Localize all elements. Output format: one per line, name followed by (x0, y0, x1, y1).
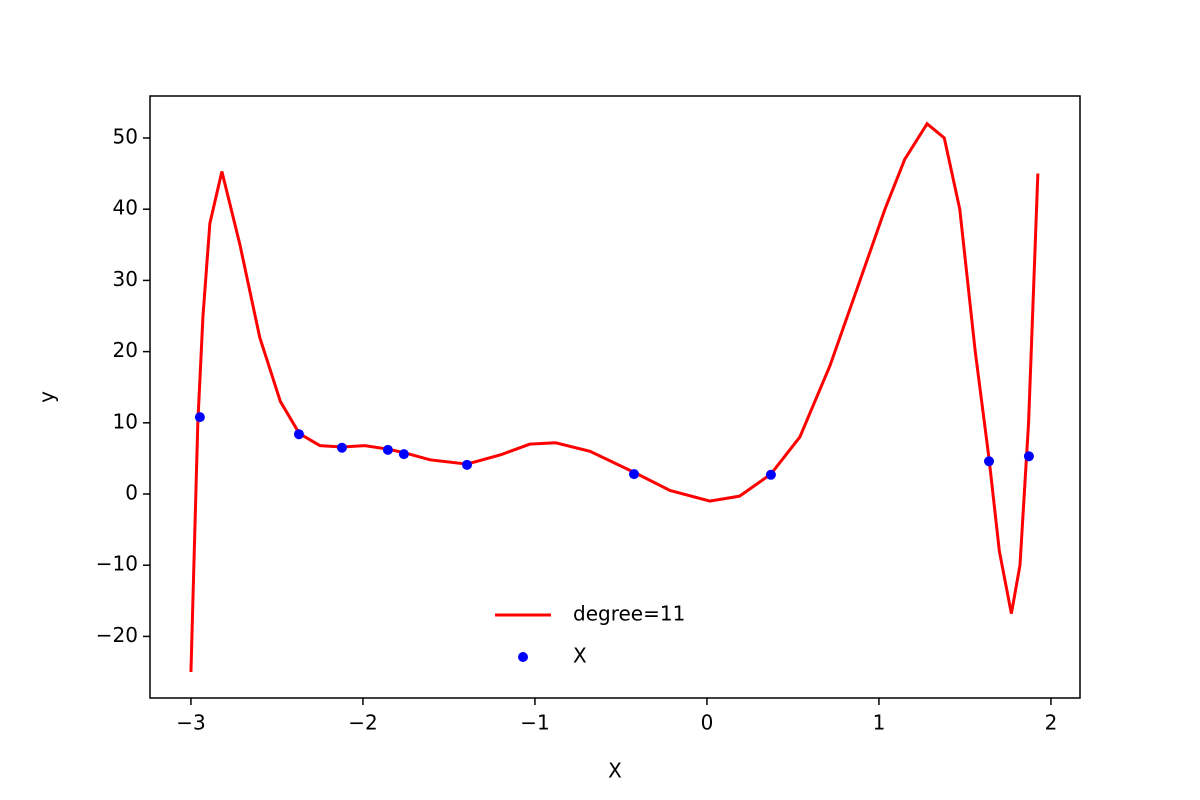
data-point (382, 444, 393, 455)
data-point (194, 412, 205, 423)
y-tick-label: 0 (125, 481, 138, 505)
x-tick-label: 1 (873, 711, 886, 735)
data-point (765, 469, 776, 480)
plot-frame (149, 95, 1081, 699)
x-tick-label: −3 (176, 711, 205, 735)
y-tick-label: 50 (113, 125, 138, 149)
y-tick-label: −20 (96, 623, 138, 647)
y-tick-label: 20 (113, 338, 138, 362)
y-tick-label: 40 (113, 196, 138, 220)
x-axis-label: X (608, 759, 622, 783)
data-point (629, 469, 640, 480)
data-point (398, 449, 409, 460)
fit-line (189, 121, 1040, 673)
x-tick-label: −1 (520, 711, 549, 735)
x-tick-label: 0 (701, 711, 714, 735)
y-axis-label: y (35, 391, 59, 403)
y-tick-label: −10 (96, 552, 138, 576)
data-point (984, 456, 995, 467)
x-tick-label: 2 (1045, 711, 1058, 735)
data-point (293, 429, 304, 440)
data-point (461, 459, 472, 470)
legend-label: degree=11 (573, 602, 685, 626)
legend-marker (518, 652, 528, 662)
x-tick-label: −2 (348, 711, 377, 735)
data-point (1023, 451, 1034, 462)
y-tick-label: 30 (113, 267, 138, 291)
data-point (336, 442, 347, 453)
y-tick-label: 10 (113, 409, 138, 433)
legend-label: X (573, 644, 587, 668)
